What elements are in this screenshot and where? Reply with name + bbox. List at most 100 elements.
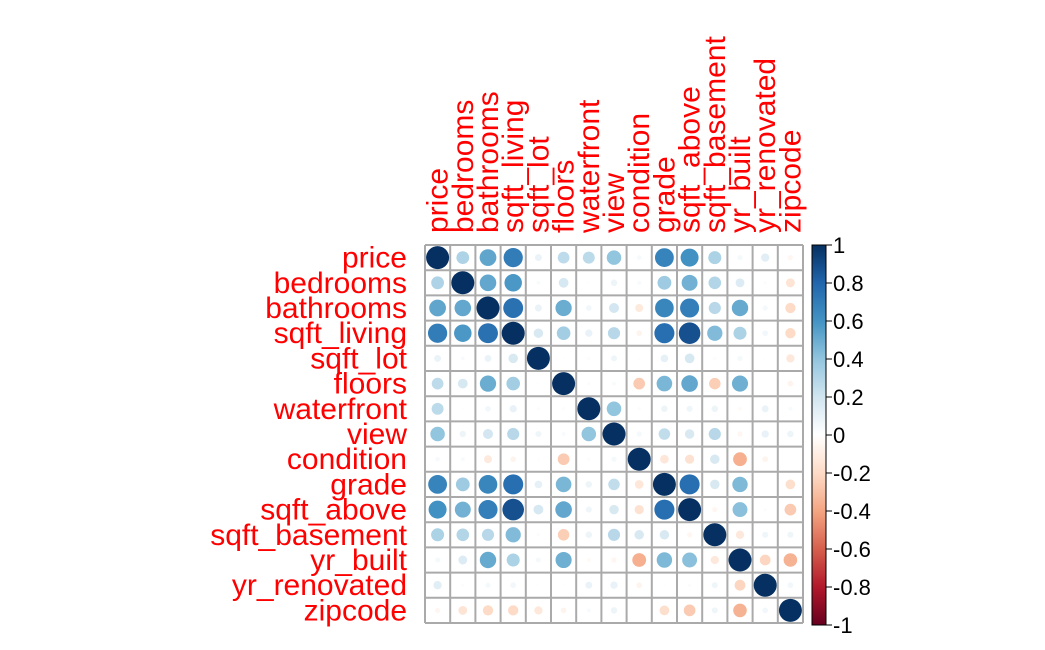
corr-circle-sqft_basement-grade	[659, 530, 670, 540]
colorbar-tick-label: -0.2	[833, 461, 871, 486]
corr-circle-bathrooms-sqft_basement	[708, 301, 721, 315]
corr-circle-price-sqft_above	[680, 248, 699, 267]
row-label-floors: floors	[334, 368, 407, 401]
corr-circle-condition-sqft_above	[685, 454, 695, 464]
corr-circle-bathrooms-waterfront	[585, 305, 592, 311]
corr-circle-sqft_living-bathrooms	[478, 323, 498, 344]
corr-circle-yr_built-sqft_lot	[535, 557, 541, 563]
corr-circle-condition-view	[611, 456, 617, 462]
corr-circle-condition-sqft_living	[510, 456, 517, 463]
corr-circle-floors-sqft_above	[681, 375, 698, 392]
corr-circle-condition-sqft_lot	[537, 458, 540, 461]
corr-circle-view-yr_renovated	[761, 430, 769, 438]
corr-circle-condition-bedrooms	[460, 457, 465, 462]
colorbar-tick-label: 0.8	[833, 271, 864, 296]
corr-circle-sqft_living-sqft_above	[678, 322, 701, 344]
corr-circle-view-sqft_basement	[708, 427, 721, 441]
corr-circle-price-condition	[636, 255, 642, 260]
corr-circle-zipcode-bathrooms	[482, 605, 494, 616]
corr-circle-yr_built-floors	[555, 551, 572, 569]
column-label-zipcode: zipcode	[774, 130, 807, 233]
column-label-sqft_basement: sqft_basement	[699, 36, 732, 233]
corr-circle-sqft_above-waterfront	[585, 506, 592, 513]
corr-circle-yr_renovated-yr_renovated	[753, 573, 777, 597]
corr-circle-bedrooms-floors	[558, 277, 569, 288]
corr-circle-bathrooms-sqft_living	[503, 298, 524, 318]
corr-circle-sqft_basement-floors	[557, 529, 570, 541]
corr-circle-floors-sqft_living	[506, 376, 520, 391]
corr-circle-view-grade	[658, 428, 671, 440]
corr-circle-condition-waterfront	[587, 457, 591, 461]
corr-circle-sqft_above-sqft_basement	[712, 507, 718, 513]
colorbar-tick-label: 0.6	[833, 309, 864, 334]
corr-circle-sqft_basement-view	[607, 528, 621, 541]
corr-circle-bedrooms-sqft_living	[504, 274, 522, 292]
corr-circle-grade-grade	[652, 472, 676, 496]
corr-circle-condition-grade	[660, 454, 669, 464]
corr-circle-bedrooms-sqft_basement	[708, 276, 722, 290]
column-label-bathrooms: bathrooms	[472, 91, 505, 233]
corr-circle-zipcode-zipcode	[778, 598, 802, 622]
corr-circle-sqft_lot-zipcode	[786, 354, 795, 363]
corr-circle-sqft_above-yr_renovated	[763, 507, 767, 512]
corr-circle-sqft_living-condition	[636, 330, 643, 337]
corr-circle-bedrooms-yr_renovated	[763, 281, 767, 285]
column-label-grade: grade	[648, 156, 681, 233]
corr-circle-grade-yr_renovated	[764, 483, 767, 486]
corr-circle-sqft_basement-bathrooms	[481, 528, 495, 541]
corr-circle-sqft_living-grade	[654, 323, 675, 344]
corr-circle-yr_built-view	[611, 557, 617, 563]
corr-circle-waterfront-view	[606, 401, 622, 417]
corr-circle-zipcode-yr_built	[733, 603, 747, 618]
corr-circle-grade-floors	[555, 476, 572, 493]
corr-circle-sqft_living-floors	[556, 326, 571, 341]
column-label-floors: floors	[548, 160, 581, 233]
corr-circle-view-price	[430, 426, 445, 442]
corr-circle-yr_renovated-sqft_living	[510, 582, 517, 589]
corr-circle-sqft_living-sqft_living	[501, 321, 525, 345]
corr-circle-view-waterfront	[581, 426, 597, 442]
corr-circle-yr_built-bedrooms	[458, 555, 468, 565]
corr-circle-bathrooms-bedrooms	[454, 299, 472, 317]
corr-circle-view-sqft_above	[684, 429, 695, 439]
corr-circle-yr_renovated-bedrooms	[461, 583, 465, 587]
corr-circle-price-zipcode	[787, 255, 793, 261]
corr-circle-yr_renovated-condition	[636, 582, 643, 589]
corr-circle-waterfront-sqft_lot	[536, 407, 541, 411]
corr-circle-waterfront-bedrooms	[461, 407, 464, 410]
corr-circle-bedrooms-yr_built	[735, 278, 745, 288]
row-labels: pricebedroomsbathroomssqft_livingsqft_lo…	[210, 242, 407, 628]
corr-circle-zipcode-sqft_basement	[711, 607, 718, 614]
corr-circle-bedrooms-view	[610, 279, 618, 287]
row-label-yr_built: yr_built	[310, 544, 407, 577]
column-label-view: view	[598, 173, 631, 233]
corr-circle-bathrooms-view	[608, 302, 620, 314]
corr-circle-zipcode-view	[610, 607, 618, 614]
corr-circle-sqft_basement-bedrooms	[456, 528, 470, 542]
corr-circle-condition-yr_built	[733, 452, 747, 467]
colorbar: 1 0.8 0.6 0.4 0.2 0 -0.2 -0.4 -0.6 -0.8 -1	[811, 233, 871, 638]
colorbar-tick-label: 0.4	[833, 347, 864, 372]
corr-circle-yr_built-sqft_living	[506, 553, 520, 567]
corr-circle-view-bathrooms	[482, 428, 494, 440]
corr-circle-bedrooms-sqft_above	[681, 274, 698, 291]
corr-circle-price-sqft_lot	[534, 254, 542, 262]
corr-circle-sqft_above-zipcode	[784, 503, 797, 516]
grid	[424, 244, 804, 624]
corr-circle-yr_renovated-waterfront	[585, 581, 593, 589]
corr-circle-bedrooms-bedrooms	[451, 271, 475, 295]
corr-circle-bathrooms-condition	[635, 304, 644, 312]
corr-circle-sqft_above-grade	[654, 499, 675, 520]
corr-circle-floors-condition	[633, 377, 646, 390]
corr-circle-view-sqft_living	[507, 427, 520, 441]
corr-circle-bathrooms-zipcode	[785, 302, 796, 314]
corr-circle-condition-bathrooms	[484, 455, 492, 464]
corr-circle-sqft_living-bedrooms	[454, 324, 472, 342]
row-label-condition: condition	[287, 443, 407, 476]
corr-circle-yr_built-sqft_basement	[710, 555, 719, 565]
column-label-yr_renovated: yr_renovated	[749, 58, 782, 233]
corr-circle-zipcode-yr_renovated	[762, 607, 769, 614]
corr-circle-bedrooms-sqft_lot	[536, 280, 541, 285]
corr-circle-zipcode-grade	[659, 605, 670, 616]
